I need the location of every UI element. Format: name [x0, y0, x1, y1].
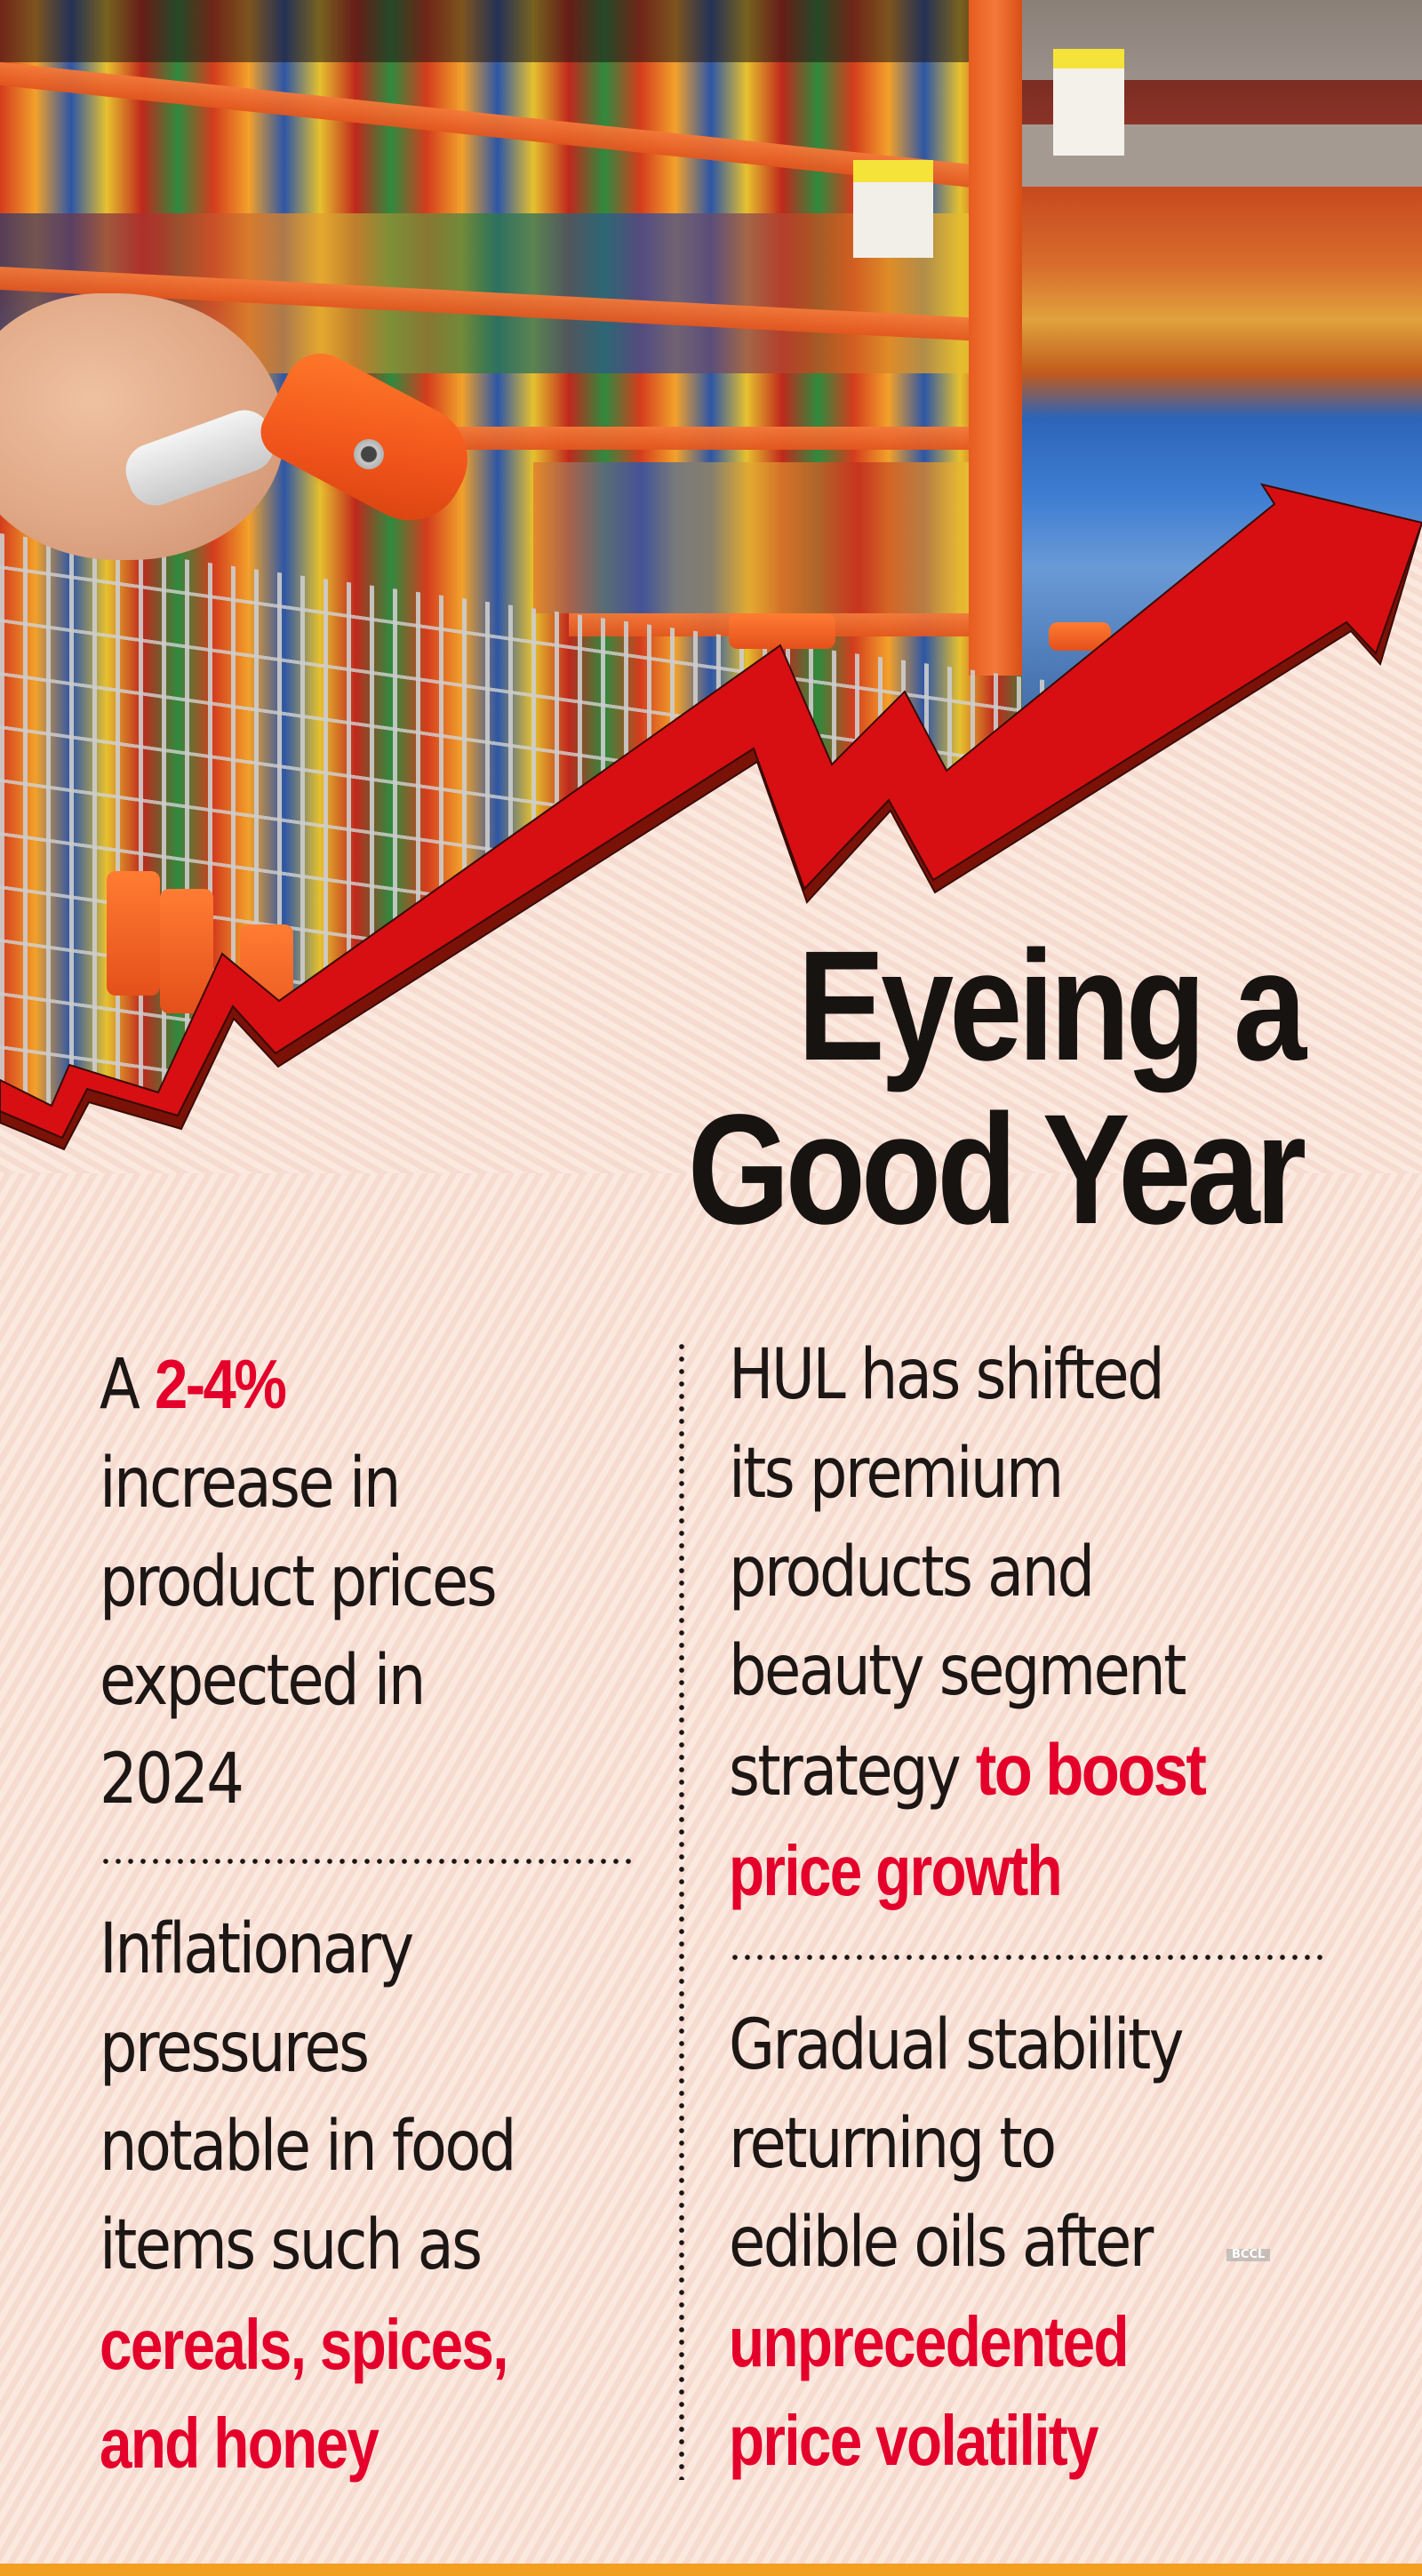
fact-line: items such as [100, 2205, 483, 2285]
highlight-line: price growth [729, 1831, 1063, 1910]
cart-bumper [107, 871, 160, 996]
fact-line: its premium [729, 1434, 1064, 1514]
orange-pillar [969, 0, 1022, 676]
highlight-line: and honey [100, 2404, 379, 2483]
fact-edible-oils: Gradual stability returning to edible oi… [729, 1996, 1256, 2490]
fact-text: A [100, 1345, 156, 1425]
dotted-column-divider [679, 1340, 684, 2480]
price-sign [1053, 49, 1124, 156]
highlight-text: to boost [975, 1730, 1207, 1811]
fact-line: A 2-4% [100, 1335, 495, 1435]
fact-price-increase: A 2-4% increase in product prices expect… [100, 1335, 560, 1829]
cart-handle-bolt [354, 439, 384, 469]
fact-line: 2024 [100, 1740, 244, 1820]
fact-line: Inflationary [100, 1909, 414, 1989]
fact-line: increase in [100, 1444, 401, 1524]
fact-text: strategy [729, 1732, 976, 1812]
dotted-divider [729, 1955, 1326, 1960]
fact-line: HUL has shifted [729, 1335, 1165, 1415]
fact-hul-strategy: HUL has shifted its premium products and… [729, 1326, 1282, 1920]
highlight-percentage: 2-4% [155, 1345, 287, 1423]
fact-line: notable in food [100, 2107, 516, 2187]
page-title: Eyeing a Good Year [571, 919, 1306, 1257]
fact-line: expected in [100, 1641, 426, 1721]
fact-line: pressures [100, 2008, 370, 2088]
watermark: BCCL [1226, 2249, 1271, 2261]
bottom-accent-bar [0, 2564, 1422, 2576]
highlight-line: unprecedented [729, 2302, 1130, 2381]
shelf-products-row [0, 0, 978, 62]
shelf-products-row [533, 462, 969, 613]
fact-line: Gradual stability [729, 2005, 1184, 2085]
fact-inflation: Inflationary pressures notable in food i… [100, 1900, 597, 2492]
cart-bumper [729, 613, 835, 649]
rising-zigzag-arrow-icon [0, 483, 1422, 1173]
headline-line-2: Good Year [687, 1083, 1306, 1257]
highlight-line: cereals, spices, [100, 2305, 508, 2384]
shelf-edge [427, 427, 969, 450]
fact-line: edible oils after [729, 2203, 1154, 2283]
fact-line: beauty segment [729, 1631, 1186, 1711]
fact-line: product prices [100, 1542, 498, 1622]
fact-line: returning to [729, 2104, 1057, 2184]
price-sign [853, 160, 933, 258]
fact-line: strategy to boost [729, 1721, 1207, 1821]
dotted-divider [100, 1859, 633, 1864]
fact-line: products and [729, 1532, 1095, 1612]
headline-line-1: Eyeing a [797, 919, 1306, 1093]
highlight-line: price volatility [729, 2401, 1099, 2480]
